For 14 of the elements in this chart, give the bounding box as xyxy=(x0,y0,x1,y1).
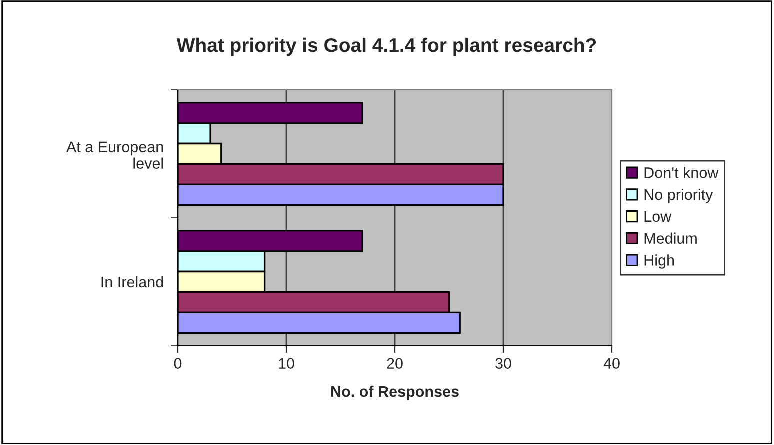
legend-label: No priority xyxy=(644,189,714,204)
legend-label: Medium xyxy=(644,232,697,244)
legend-label: Low xyxy=(644,211,672,222)
y-tick-label: At a European level xyxy=(66,142,164,170)
x-tick-label: 10 xyxy=(279,358,294,370)
x-tick-label: 20 xyxy=(387,358,403,370)
chart-title: What priority is Goal 4.1.4 for plant research? xyxy=(176,38,596,56)
legend-label: Don't know xyxy=(644,167,719,178)
x-tick-label: 0 xyxy=(174,358,182,370)
x-axis-title: No. of Responses xyxy=(332,386,459,400)
y-tick-label: In Ireland xyxy=(102,276,164,288)
x-tick-label: 40 xyxy=(604,358,620,370)
legend-label: High xyxy=(644,254,674,269)
x-tick-label: 30 xyxy=(496,358,512,370)
